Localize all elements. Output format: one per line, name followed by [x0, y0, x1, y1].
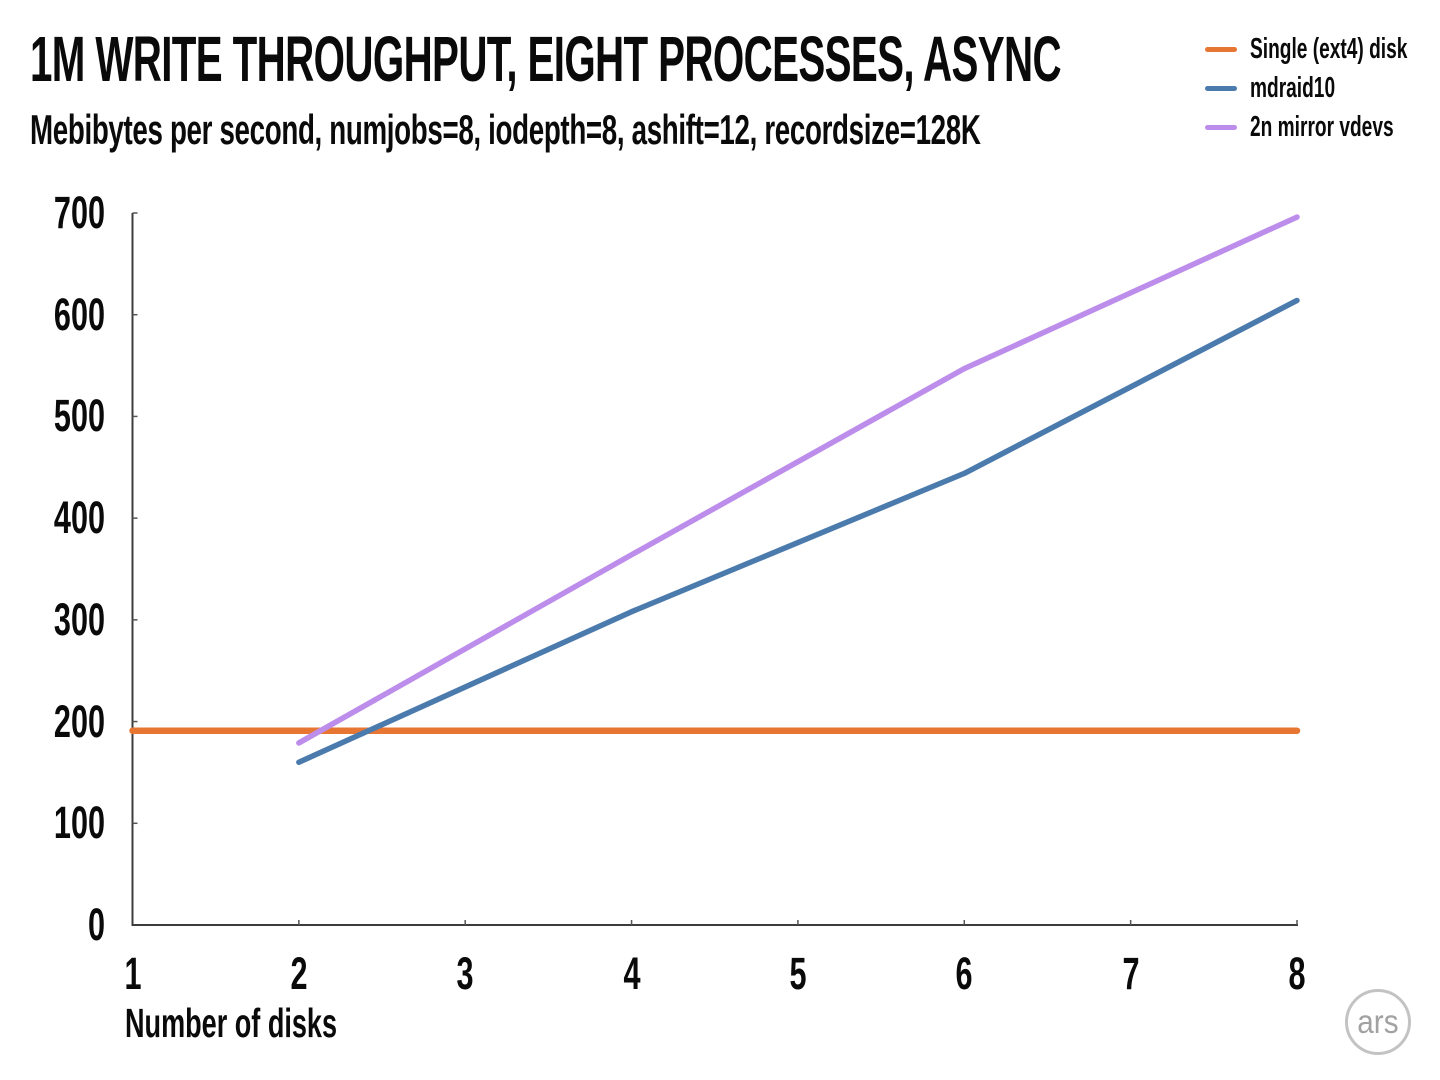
- legend-label-2: 2n mirror vdevs: [1250, 111, 1440, 144]
- y-tick-label-text-500: 500: [53, 390, 105, 442]
- chart-subtitle-text: Mebibytes per second, numjobs=8, iodepth…: [30, 106, 981, 153]
- y-tick-label-700: 700: [13, 187, 105, 238]
- x-axis-label: Number of disks: [125, 1000, 446, 1047]
- y-tick-label-text-300: 300: [53, 593, 105, 645]
- x-axis-label-text: Number of disks: [125, 1000, 338, 1046]
- y-tick-label-text-700: 700: [53, 187, 105, 238]
- legend-label-0: Single (ext4) disk: [1250, 33, 1440, 66]
- x-tick-label-text-7: 7: [1122, 948, 1140, 999]
- x-tick-label-text-4: 4: [623, 948, 641, 999]
- y-tick-label-text-0: 0: [87, 899, 105, 950]
- legend-row-2: 2n mirror vdevs: [1205, 108, 1440, 147]
- legend-swatch-2: [1205, 125, 1237, 130]
- x-tick-label-8: 8: [1257, 948, 1337, 999]
- x-tick-label-text-8: 8: [1288, 948, 1306, 999]
- x-tick-label-1: 1: [93, 948, 173, 999]
- x-tick-label-text-5: 5: [789, 948, 807, 999]
- y-tick-label-text-400: 400: [53, 492, 105, 544]
- y-tick-label-400: 400: [13, 492, 105, 544]
- y-tick-label-text-100: 100: [53, 797, 105, 849]
- x-tick-label-7: 7: [1091, 948, 1171, 999]
- legend-label-text-1: mdraid10: [1250, 72, 1336, 104]
- x-tick-label-3: 3: [425, 948, 505, 999]
- chart-subtitle: Mebibytes per second, numjobs=8, iodepth…: [30, 106, 1440, 154]
- y-tick-label-200: 200: [13, 695, 105, 747]
- y-tick-label-600: 600: [13, 288, 105, 340]
- y-tick-label-100: 100: [13, 797, 105, 849]
- legend-row-0: Single (ext4) disk: [1205, 30, 1440, 69]
- x-tick-label-text-2: 2: [290, 948, 308, 999]
- y-tick-label-text-600: 600: [53, 288, 105, 340]
- ars-logo-text: ars: [1357, 1003, 1399, 1040]
- legend-label-text-0: Single (ext4) disk: [1250, 33, 1408, 65]
- chart-title-text: 1M WRITE THROUGHPUT, EIGHT PROCESSES, AS…: [30, 23, 1062, 95]
- chart-title: 1M WRITE THROUGHPUT, EIGHT PROCESSES, AS…: [30, 22, 1440, 96]
- legend-row-1: mdraid10: [1205, 69, 1440, 108]
- x-tick-label-text-6: 6: [955, 948, 973, 999]
- x-tick-label-4: 4: [592, 948, 672, 999]
- x-tick-label-text-1: 1: [123, 948, 142, 999]
- y-tick-label-text-200: 200: [53, 695, 105, 747]
- y-tick-label-300: 300: [13, 593, 105, 645]
- legend: Single (ext4) disk mdraid10 2n mirror vdev…: [1205, 30, 1440, 147]
- x-tick-label-text-3: 3: [456, 948, 474, 999]
- series-line-1: [296, 297, 1300, 766]
- x-tick-label-6: 6: [924, 948, 1004, 999]
- x-tick-label-2: 2: [259, 948, 339, 999]
- y-tick-label-500: 500: [13, 390, 105, 442]
- x-tick-label-5: 5: [758, 948, 838, 999]
- legend-label-text-2: 2n mirror vdevs: [1250, 111, 1394, 143]
- legend-swatch-1: [1205, 86, 1237, 91]
- ars-logo: ars: [1345, 989, 1411, 1055]
- y-tick-label-0: 0: [13, 899, 105, 950]
- legend-label-1: mdraid10: [1250, 72, 1379, 105]
- series-line-2: [296, 214, 1300, 746]
- legend-swatch-0: [1205, 47, 1237, 52]
